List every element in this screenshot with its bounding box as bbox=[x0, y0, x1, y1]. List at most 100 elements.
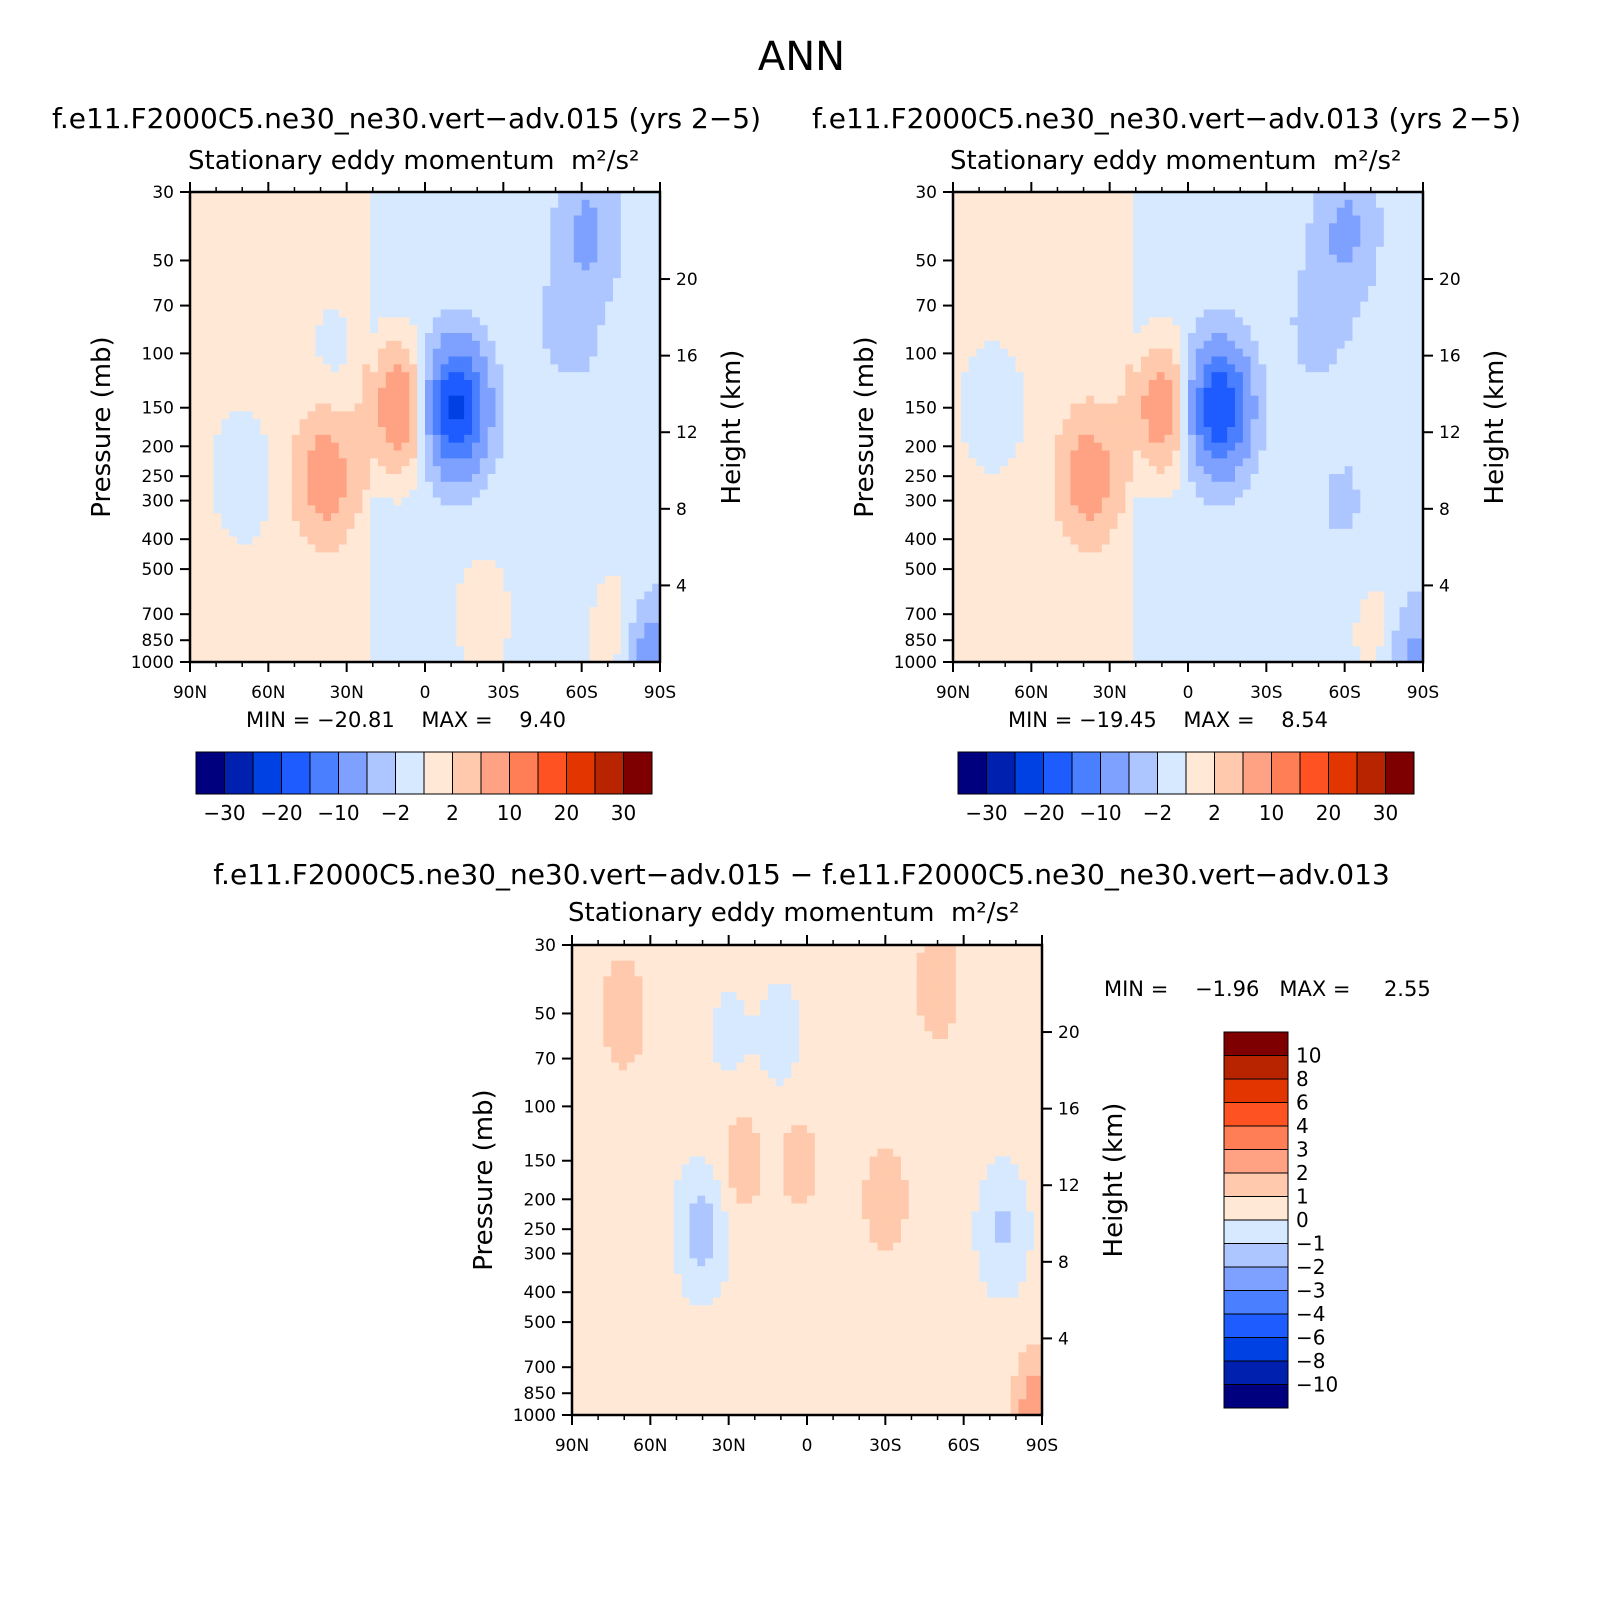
left-field-cell bbox=[558, 552, 567, 561]
left-field-cell bbox=[644, 348, 653, 358]
right-field-cell bbox=[968, 450, 978, 459]
left-field-cell bbox=[401, 489, 410, 499]
left-field-cell bbox=[299, 466, 309, 475]
left-field-cell bbox=[542, 630, 551, 640]
left-field-cell bbox=[620, 246, 630, 256]
left-field-cell bbox=[511, 630, 520, 640]
left-field-cell bbox=[605, 552, 614, 561]
left-field-cell bbox=[597, 372, 606, 381]
left-field-cell bbox=[213, 340, 222, 350]
left-field-cell bbox=[620, 380, 630, 389]
left-field-cell bbox=[526, 207, 536, 217]
left-field-cell bbox=[299, 591, 309, 600]
left-field-cell bbox=[464, 325, 473, 334]
left-field-cell bbox=[323, 254, 332, 264]
right-field-cell bbox=[1007, 270, 1017, 279]
left-field-cell bbox=[534, 427, 544, 436]
left-field-cell bbox=[346, 427, 356, 436]
left-field-cell bbox=[652, 239, 661, 248]
left-field-cell bbox=[581, 489, 591, 499]
right-field-cell bbox=[1047, 270, 1056, 279]
left-field-cell bbox=[503, 215, 512, 224]
right-field-cell bbox=[1023, 356, 1032, 365]
right-field-cell bbox=[1039, 278, 1048, 287]
right-field-cell bbox=[1086, 638, 1095, 647]
left-field-cell bbox=[440, 395, 450, 405]
left-field-cell bbox=[260, 622, 269, 632]
left-field-cell bbox=[464, 372, 473, 381]
right-field-cell bbox=[1094, 301, 1103, 311]
left-field-cell bbox=[620, 231, 630, 240]
left-field-cell bbox=[299, 340, 309, 350]
right-field-cell bbox=[1015, 489, 1025, 499]
right-field-cell bbox=[1070, 215, 1079, 224]
left-field-cell bbox=[550, 231, 559, 240]
left-field-cell bbox=[237, 466, 246, 475]
left-field-cell bbox=[229, 489, 238, 499]
left-field-cell bbox=[479, 403, 489, 412]
left-field-cell bbox=[440, 654, 450, 663]
right-field-cell bbox=[1086, 286, 1095, 295]
left-field-cell bbox=[331, 458, 340, 467]
left-field-cell bbox=[197, 325, 207, 334]
right-field-cell bbox=[992, 215, 1001, 224]
right-field-cell bbox=[1094, 434, 1103, 444]
left-field-cell bbox=[307, 646, 316, 655]
right-field-cell bbox=[1007, 560, 1017, 569]
left-field-cell bbox=[566, 270, 575, 279]
right-field-cell bbox=[1039, 309, 1048, 318]
left-field-cell bbox=[362, 364, 371, 373]
right-field-cell bbox=[1086, 223, 1095, 232]
left-field-cell bbox=[291, 607, 301, 616]
left-field-cell bbox=[307, 622, 316, 632]
left-field-cell bbox=[479, 419, 489, 428]
left-field-cell bbox=[472, 411, 481, 420]
left-field-cell bbox=[495, 387, 504, 397]
right-field-cell bbox=[1000, 411, 1009, 420]
left-field-cell bbox=[252, 528, 262, 538]
left-field-cell bbox=[362, 387, 371, 397]
left-field-cell bbox=[315, 207, 324, 217]
left-field-cell bbox=[331, 239, 340, 248]
left-field-cell bbox=[542, 215, 551, 224]
right-field-cell bbox=[1047, 356, 1056, 365]
right-field-cell bbox=[1054, 536, 1064, 546]
left-field-cell bbox=[495, 293, 504, 303]
right-field-cell bbox=[1047, 544, 1056, 553]
left-field-cell bbox=[252, 505, 262, 514]
left-field-cell bbox=[338, 348, 348, 358]
left-field-cell bbox=[401, 528, 410, 538]
left-field-cell bbox=[652, 568, 661, 577]
left-field-cell bbox=[378, 286, 387, 295]
left-field-cell bbox=[221, 552, 230, 561]
right-field-cell bbox=[1054, 387, 1064, 397]
right-field-cell bbox=[1047, 474, 1056, 483]
left-field-cell bbox=[244, 246, 254, 256]
left-field-cell bbox=[636, 458, 645, 467]
right-field-cell bbox=[992, 262, 1001, 271]
left-field-cell bbox=[589, 348, 598, 358]
left-field-cell bbox=[613, 254, 622, 264]
left-field-cell bbox=[213, 615, 222, 624]
right-field-cell bbox=[1023, 317, 1032, 326]
left-field-cell bbox=[346, 528, 356, 538]
left-field-cell bbox=[237, 583, 246, 593]
left-field-cell bbox=[589, 231, 598, 240]
left-field-cell bbox=[448, 403, 457, 412]
left-field-cell bbox=[299, 552, 309, 561]
left-field-cell bbox=[581, 395, 591, 405]
left-field-cell bbox=[479, 427, 489, 436]
left-variable-name: Stationary eddy momentum bbox=[188, 146, 555, 176]
left-field-cell bbox=[307, 207, 316, 217]
left-field-cell bbox=[370, 528, 379, 538]
right-field-cell bbox=[1015, 505, 1025, 514]
left-field-cell bbox=[229, 622, 238, 632]
left-field-cell bbox=[644, 192, 653, 201]
left-field-cell bbox=[534, 489, 544, 499]
left-field-cell bbox=[503, 231, 512, 240]
left-field-cell bbox=[354, 348, 363, 358]
left-field-cell bbox=[620, 419, 630, 428]
left-field-cell bbox=[636, 403, 645, 412]
right-field-cell bbox=[976, 293, 985, 303]
left-field-cell bbox=[323, 278, 332, 287]
